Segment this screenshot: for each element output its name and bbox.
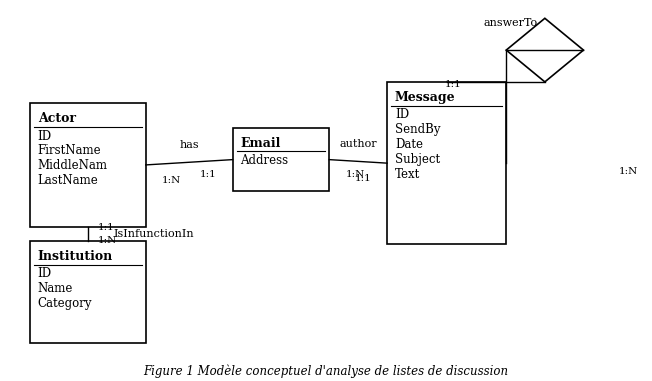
Text: has: has [179,140,199,150]
Text: 1:1: 1:1 [200,170,216,179]
Text: Email: Email [241,137,281,150]
Text: ID: ID [38,130,52,142]
Text: author: author [340,139,377,149]
Text: LastName: LastName [38,174,98,187]
Text: Actor: Actor [38,112,76,125]
Bar [30,241,146,343]
Text: SendBy: SendBy [395,123,440,136]
Text: 1:1: 1:1 [445,80,462,89]
Text: Institution: Institution [38,250,113,263]
Text: 1:1: 1:1 [354,174,371,183]
Text: Category: Category [38,297,92,310]
Text: Date: Date [395,138,423,151]
Bar [30,103,146,227]
Bar [387,82,506,244]
Text: Text: Text [395,168,420,181]
Text: Subject: Subject [395,153,440,166]
Text: ID: ID [38,267,52,280]
Polygon shape [506,18,584,82]
Text: 1:N: 1:N [619,168,638,176]
Text: 1:N: 1:N [98,235,117,245]
Text: MiddleNam: MiddleNam [38,159,108,172]
Text: answerTo: answerTo [484,18,538,28]
Bar [233,128,329,191]
Text: Message: Message [395,91,456,104]
Text: 1:N: 1:N [162,176,181,184]
Text: FirstName: FirstName [38,144,101,157]
Text: IsInfunctionIn: IsInfunctionIn [113,229,194,239]
Text: Address: Address [241,154,289,167]
Text: Name: Name [38,282,73,295]
Text: Figure 1 Modèle conceptuel d'analyse de listes de discussion: Figure 1 Modèle conceptuel d'analyse de … [143,365,509,378]
Text: ID: ID [395,108,409,122]
Text: 1:1: 1:1 [98,223,114,232]
Text: 1:N: 1:N [346,170,364,179]
